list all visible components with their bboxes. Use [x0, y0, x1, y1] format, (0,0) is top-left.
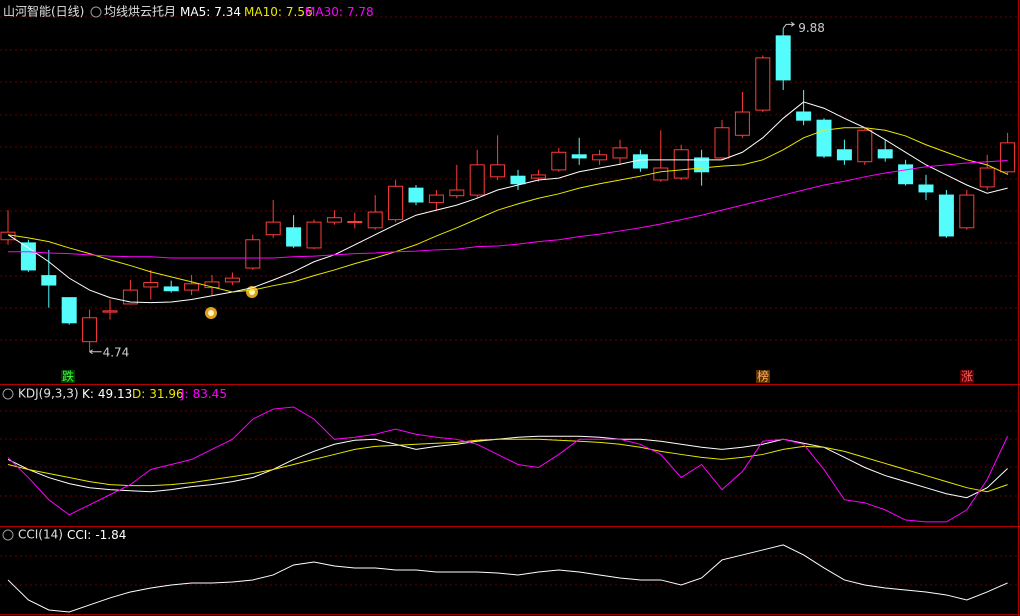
menu-icon[interactable]	[2, 388, 14, 400]
min-label: 4.74	[103, 345, 130, 359]
max-label: 9.88	[798, 21, 825, 35]
candle-body	[653, 167, 669, 181]
candle-body	[612, 147, 628, 159]
candle-body	[122, 289, 138, 305]
legend-value: 31.96	[149, 387, 183, 401]
legend-entry: MA30: 7.78	[305, 5, 374, 19]
legend-entry: MA10: 7.56	[244, 5, 313, 19]
candle-body	[184, 283, 200, 291]
stock-title: 山河智能(日线)	[3, 4, 84, 19]
indicator-line	[7, 406, 1009, 523]
candle-body	[918, 184, 934, 193]
legend-name: MA5:	[180, 5, 210, 19]
panel-title: KDJ(9,3,3)	[18, 387, 79, 401]
menu-icon[interactable]	[2, 529, 14, 541]
legend-value: 49.13	[98, 387, 132, 401]
marker-box	[960, 370, 974, 383]
candle-body	[1000, 142, 1016, 173]
candle-body	[408, 187, 424, 203]
indicator-line	[8, 159, 1008, 259]
legend-value: 7.78	[347, 5, 374, 19]
candle-body	[530, 174, 546, 179]
panel-title: CCI(14)	[18, 528, 63, 542]
legend-name: D:	[132, 387, 145, 401]
candle-body	[286, 227, 302, 247]
money-bag-icon	[205, 307, 217, 319]
candle-body	[469, 164, 485, 196]
candle-body	[775, 35, 791, 81]
candle-body	[41, 275, 57, 286]
legend-entry: MA5: 7.34	[180, 5, 241, 19]
legend-name: J:	[180, 387, 189, 401]
candle-body	[755, 57, 771, 111]
indicator-line	[7, 435, 1008, 499]
candle-body	[265, 221, 281, 236]
candle-body	[632, 154, 648, 169]
candle-body	[367, 211, 383, 229]
marker-label: 涨	[961, 369, 973, 384]
candle-body	[714, 127, 730, 159]
legend-value: 7.56	[286, 5, 313, 19]
arrow	[89, 349, 102, 355]
marker-box	[756, 370, 770, 383]
candle-body	[449, 189, 465, 197]
menu-icon[interactable]	[90, 6, 102, 18]
grid	[0, 16, 1018, 586]
candle-body	[388, 185, 404, 221]
candle-body	[959, 194, 975, 229]
legend-name: CCI:	[67, 528, 91, 542]
candle-body	[20, 242, 36, 271]
candle-body	[571, 154, 587, 159]
candle-body	[938, 194, 954, 237]
marker-label: 跌	[62, 369, 74, 384]
legend-name: MA10:	[244, 5, 282, 19]
indicator-line	[7, 101, 1008, 304]
legend-entry: K: 49.13	[82, 387, 132, 401]
indicator-line	[7, 127, 1008, 293]
candle-body	[510, 175, 526, 185]
legend-value: 7.34	[214, 5, 241, 19]
candle-body	[592, 154, 608, 161]
candle-body	[163, 286, 179, 292]
indicator-name: 均线烘云托月	[104, 5, 176, 19]
candle-body	[306, 221, 322, 249]
candle-body	[816, 119, 832, 157]
candle-body	[245, 239, 261, 269]
candle-body	[734, 111, 750, 136]
legend-value: -1.84	[95, 528, 126, 542]
candle-body	[796, 111, 812, 121]
candle-body	[224, 277, 240, 283]
candle-body	[82, 317, 98, 343]
candle-body	[143, 282, 159, 288]
indicator-line	[7, 438, 1008, 493]
legend-name: MA30:	[305, 5, 343, 19]
legend-value: 83.45	[193, 387, 227, 401]
candle-body	[61, 297, 77, 324]
candle-body	[836, 149, 852, 161]
indicator-line	[7, 544, 1008, 613]
candle-body	[898, 164, 914, 185]
candle-body	[326, 217, 342, 223]
arrow	[782, 21, 796, 29]
candle-body	[428, 194, 444, 204]
candle-body	[490, 164, 506, 178]
marker-label: 榜	[757, 369, 769, 384]
legend-entry: CCI: -1.84	[67, 528, 126, 542]
candle-body	[551, 151, 567, 171]
legend-entry: J: 83.45	[180, 387, 227, 401]
candle-body	[673, 149, 689, 179]
candle-body	[857, 129, 873, 163]
legend-name: K:	[82, 387, 94, 401]
candle-body	[877, 149, 893, 159]
candle-body	[102, 310, 118, 313]
marker-box	[61, 370, 75, 383]
legend-entry: D: 31.96	[132, 387, 184, 401]
candle-body	[347, 220, 363, 223]
candle-body	[979, 167, 995, 188]
